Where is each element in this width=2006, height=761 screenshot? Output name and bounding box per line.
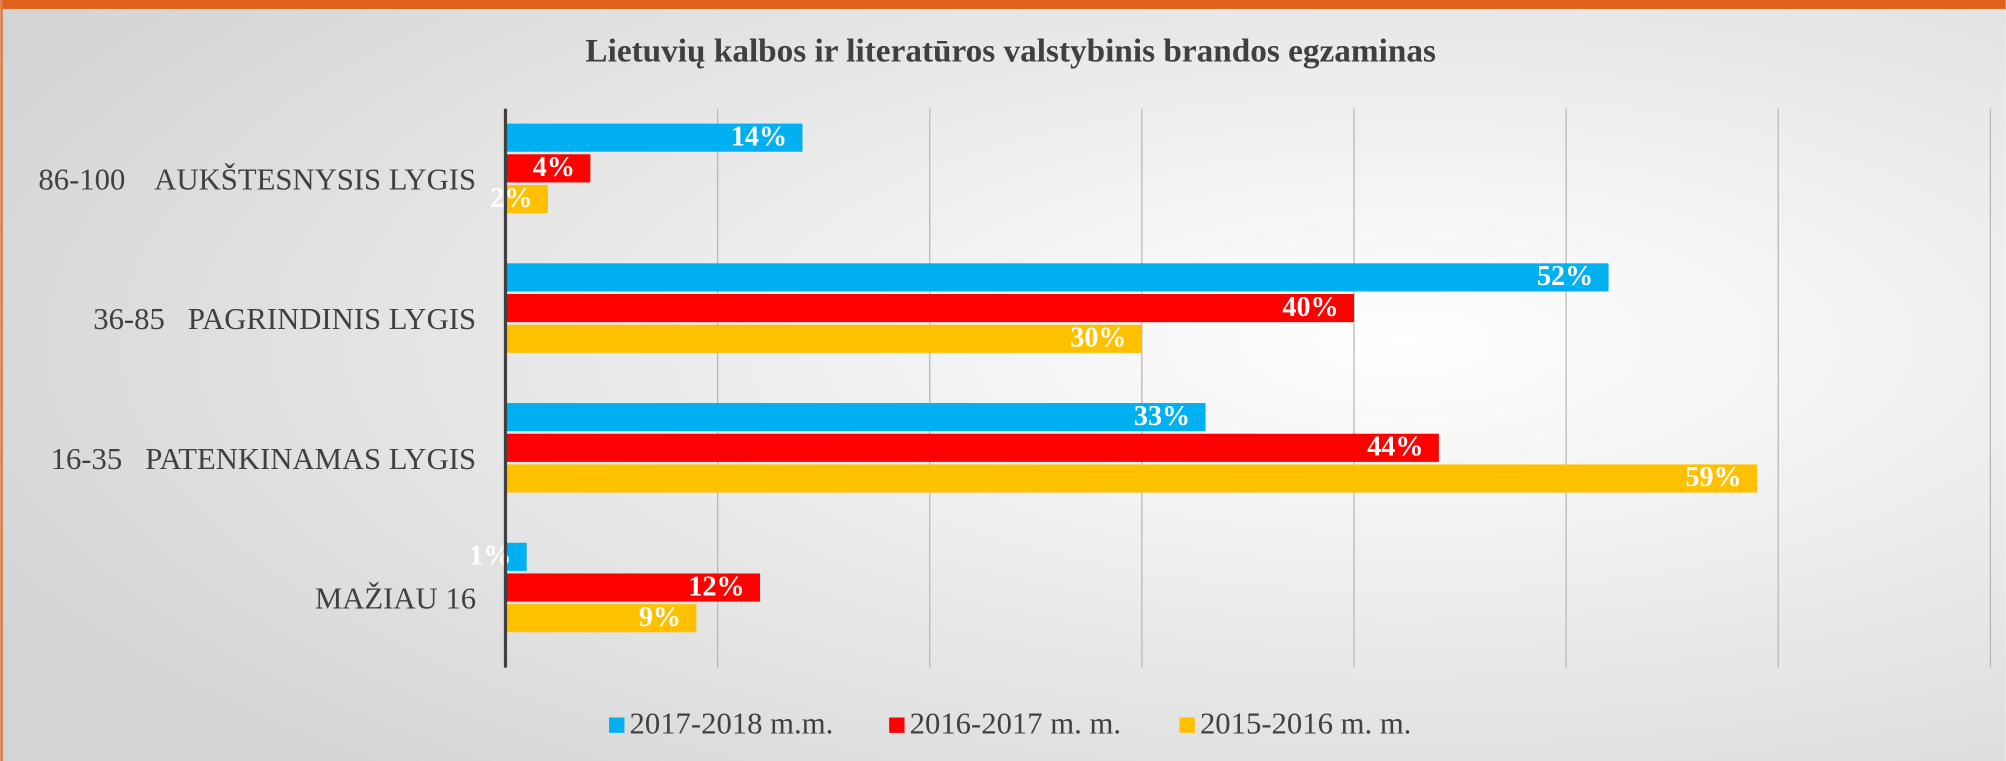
bar bbox=[505, 604, 697, 633]
chart-title: Lietuvių kalbos ir literatūros valstybin… bbox=[585, 32, 1436, 69]
bar bbox=[505, 294, 1354, 323]
bar bbox=[505, 433, 1439, 462]
legend-swatch bbox=[609, 717, 625, 733]
legend-label: 2017-2018 m.m. bbox=[630, 707, 834, 741]
bar bbox=[505, 464, 1758, 493]
data-label: 40% bbox=[1282, 292, 1338, 323]
legend-swatch bbox=[1179, 717, 1195, 733]
y-tick-label: 36-85 PAGRINDINIS LYGIS bbox=[93, 302, 476, 336]
left-border bbox=[0, 0, 3, 761]
bar bbox=[505, 154, 591, 183]
data-label: 9% bbox=[639, 602, 681, 633]
data-label: 2% bbox=[490, 183, 532, 214]
data-label: 52% bbox=[1537, 261, 1593, 292]
bar bbox=[505, 324, 1142, 353]
data-label: 14% bbox=[731, 121, 787, 152]
bar bbox=[505, 542, 527, 571]
bar bbox=[505, 263, 1609, 292]
legend-label: 2016-2017 m. m. bbox=[910, 707, 1121, 741]
data-label: 12% bbox=[688, 571, 744, 602]
legend-label: 2015-2016 m. m. bbox=[1200, 707, 1411, 741]
data-label: 59% bbox=[1685, 462, 1741, 493]
legend-swatch bbox=[889, 717, 905, 733]
bar bbox=[505, 573, 761, 602]
y-tick-label: 16-35 PATENKINAMAS LYGIS bbox=[51, 442, 476, 476]
y-tick-label: MAŽIAU 16 bbox=[315, 581, 476, 616]
y-tick-label: 86-100 AUKŠTESNYSIS LYGIS bbox=[38, 161, 476, 196]
data-label: 30% bbox=[1070, 323, 1126, 354]
data-label: 4% bbox=[533, 152, 575, 183]
bar bbox=[505, 403, 1206, 432]
top-bar bbox=[0, 0, 2006, 9]
data-label: 44% bbox=[1367, 432, 1423, 463]
data-label: 33% bbox=[1134, 401, 1190, 432]
bar bbox=[505, 184, 548, 214]
bar bbox=[505, 123, 803, 152]
